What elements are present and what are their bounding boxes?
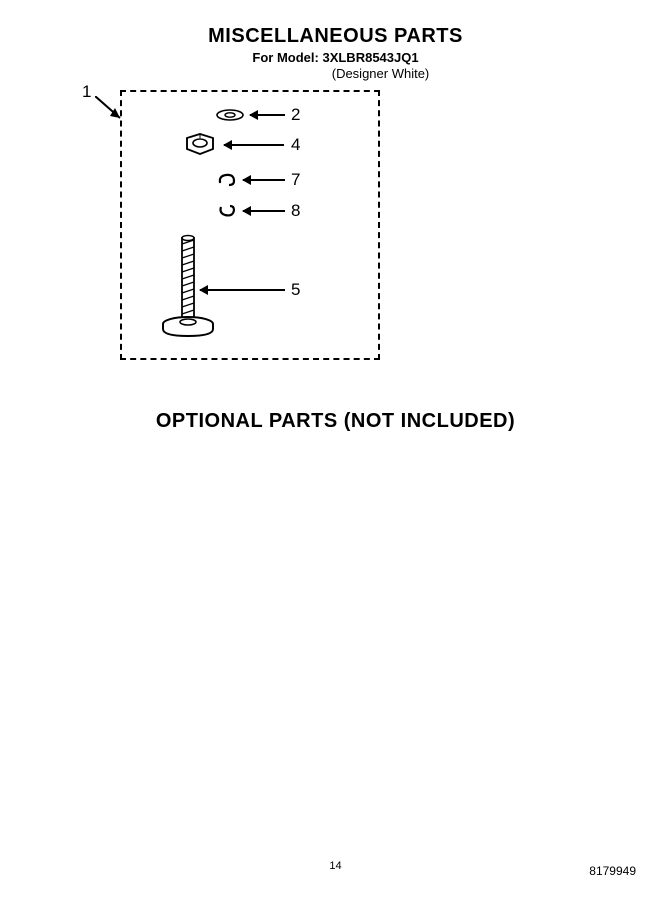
arrow-7 [243,179,285,181]
model-line: For Model: 3XLBR8543JQ1 [0,50,671,65]
callout-7: 7 [291,170,300,190]
title: MISCELLANEOUS PARTS [0,25,671,48]
for-model-label: For Model: [252,50,318,65]
model-number: 3XLBR8543JQ1 [322,50,418,65]
callout-8: 8 [291,201,300,221]
callout-4: 4 [291,135,300,155]
part-nut [180,133,220,157]
page-number: 14 [0,860,671,872]
page-header: MISCELLANEOUS PARTS For Model: 3XLBR8543… [0,25,671,81]
callout-5: 5 [291,280,300,300]
arrow-2 [250,114,285,116]
callout-2: 2 [291,105,300,125]
arrow-5 [200,289,285,291]
document-number: 8179949 [589,864,636,878]
diagram-boundary [120,90,380,360]
color-line: (Designer White) [0,66,671,81]
arrow-4 [224,144,284,146]
callout-1: 1 [82,82,91,102]
arrow-8 [243,210,285,212]
part-clip-lower [216,203,238,219]
optional-parts-title: OPTIONAL PARTS (NOT INCLUDED) [0,410,671,433]
part-clip-upper [216,172,238,188]
part-washer [215,108,245,122]
